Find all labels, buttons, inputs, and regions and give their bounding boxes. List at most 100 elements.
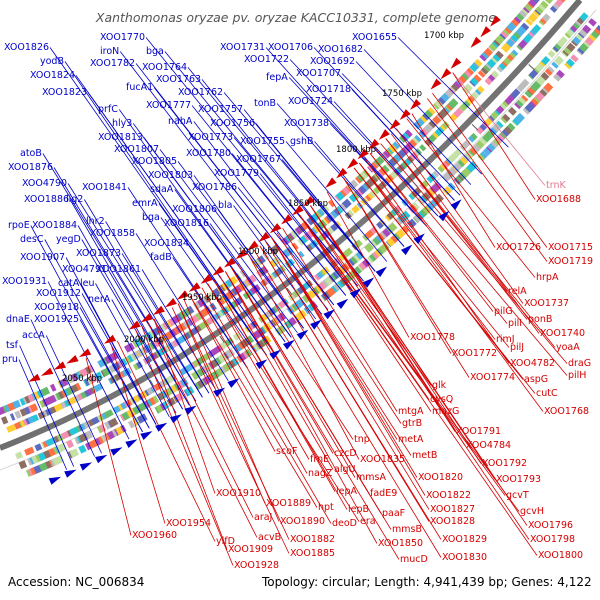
gene-label[interactable]: deoD: [332, 518, 357, 529]
gene-label[interactable]: XOO1773: [188, 132, 233, 143]
gene-label[interactable]: XOO1692: [310, 56, 355, 67]
gene-label[interactable]: XOO1782: [90, 58, 135, 69]
gene-label[interactable]: XOO1763: [156, 74, 201, 85]
gene-label[interactable]: ylfD: [216, 536, 235, 547]
gene-label[interactable]: nagZ: [308, 468, 333, 479]
gene-label[interactable]: XOO4782: [510, 358, 555, 369]
gene-label[interactable]: glk: [432, 380, 447, 391]
gene-label[interactable]: XOO4791: [62, 264, 107, 275]
gene-label[interactable]: trnK: [546, 180, 566, 191]
gene-label[interactable]: XOO1762: [178, 87, 223, 98]
gene-label[interactable]: yodB: [40, 56, 64, 67]
gene-label[interactable]: XOO1822: [426, 490, 471, 501]
gene-label[interactable]: paaF: [382, 508, 405, 519]
gene-label[interactable]: sdaA: [150, 184, 174, 195]
gene-label[interactable]: XOO1655: [352, 32, 397, 43]
gene-label[interactable]: XOO1780: [186, 148, 231, 159]
gene-label[interactable]: XOO1793: [496, 474, 541, 485]
gene-label[interactable]: XOO1682: [318, 44, 363, 55]
gene-label[interactable]: XOO1737: [524, 298, 569, 309]
gene-label[interactable]: XOO1764: [142, 62, 187, 73]
gene-label[interactable]: mtgA: [398, 406, 424, 417]
gene-label[interactable]: XOO1907: [20, 252, 65, 263]
gene-label[interactable]: XOO1768: [544, 406, 589, 417]
gene-label[interactable]: XOO1827: [430, 504, 475, 515]
gene-label[interactable]: XOO1885: [290, 548, 335, 559]
gene-label[interactable]: nahA: [168, 116, 193, 127]
gene-label[interactable]: gcvH: [520, 506, 544, 517]
gene-label[interactable]: XOO4790: [22, 178, 67, 189]
gene-label[interactable]: czcD: [334, 448, 357, 459]
gene-label[interactable]: XOO1882: [290, 534, 335, 545]
gene-label[interactable]: XOO1861: [96, 264, 141, 275]
gene-label[interactable]: XOO1718: [306, 84, 351, 95]
gene-label[interactable]: XOO1778: [410, 332, 455, 343]
gene-label[interactable]: XOO1772: [452, 348, 497, 359]
gene-label[interactable]: XOO1715: [548, 242, 593, 253]
gene-label[interactable]: XOO1835: [360, 454, 405, 465]
gene-label[interactable]: cutC: [536, 388, 558, 399]
gene-label[interactable]: XOO1755: [240, 136, 285, 147]
gene-label[interactable]: bga: [142, 212, 160, 223]
gene-label[interactable]: pilG: [494, 306, 513, 317]
gene-label[interactable]: aspG: [524, 374, 548, 385]
gene-label[interactable]: frnE: [310, 454, 329, 465]
gene-label[interactable]: XOO1824: [30, 70, 75, 81]
gene-label[interactable]: atoB: [20, 148, 42, 159]
gene-label[interactable]: XOO1731: [220, 42, 265, 53]
gene-label[interactable]: XOO1876: [8, 162, 53, 173]
gene-label[interactable]: hrpA: [536, 272, 559, 283]
gene-label[interactable]: pilI: [508, 318, 522, 329]
gene-label[interactable]: XOO1719: [548, 256, 593, 267]
gene-label[interactable]: lepB: [348, 504, 369, 515]
gene-label[interactable]: XOO1823: [42, 87, 87, 98]
gene-label[interactable]: XOO1830: [442, 552, 487, 563]
gene-label[interactable]: XOO1722: [244, 54, 289, 65]
gene-label[interactable]: catA: [58, 278, 80, 289]
gene-label[interactable]: XOO1873: [76, 248, 121, 259]
gene-label[interactable]: XOO1756: [210, 118, 255, 129]
gene-label[interactable]: XOO1928: [234, 560, 279, 571]
gene-label[interactable]: bga: [146, 46, 164, 57]
gene-label[interactable]: XOO1806: [172, 204, 217, 215]
gene-label[interactable]: XOO1791: [456, 426, 501, 437]
gene-label[interactable]: leu: [80, 278, 95, 289]
gene-label[interactable]: nerA: [88, 294, 111, 305]
gene-label[interactable]: XOO1792: [482, 458, 527, 469]
gene-label[interactable]: pilH: [568, 370, 586, 381]
gene-label[interactable]: XOO1767: [236, 154, 281, 165]
gene-label[interactable]: era: [360, 516, 376, 527]
gene-label[interactable]: tsf: [6, 340, 19, 351]
gene-label[interactable]: hly3: [112, 118, 132, 129]
gene-label[interactable]: XOO1805: [132, 156, 177, 167]
gene-label[interactable]: XOO1841: [82, 182, 127, 193]
gene-label[interactable]: XOO4784: [466, 440, 511, 451]
gene-label[interactable]: XOO1912: [36, 288, 81, 299]
gene-label[interactable]: XOO1738: [284, 118, 329, 129]
gene-label[interactable]: XOO1918: [34, 302, 79, 313]
gene-label[interactable]: XOO1757: [198, 104, 243, 115]
gene-label[interactable]: mazG: [432, 406, 459, 417]
gene-label[interactable]: XOO1803: [148, 170, 193, 181]
gene-label[interactable]: fepA: [266, 72, 288, 83]
gene-label[interactable]: iroN: [100, 46, 119, 57]
gene-label[interactable]: desC: [20, 234, 44, 245]
gene-label[interactable]: XOO1826: [4, 42, 49, 53]
gene-label[interactable]: XOO1807: [114, 144, 159, 155]
gene-label[interactable]: tnp: [354, 434, 370, 445]
gene-label[interactable]: draG: [568, 358, 591, 369]
gene-label[interactable]: XOO1910: [216, 488, 261, 499]
gene-label[interactable]: bla: [218, 200, 233, 211]
gene-label[interactable]: XOO1890: [280, 516, 325, 527]
gene-label[interactable]: accA: [22, 330, 45, 341]
gene-label[interactable]: lepA: [336, 486, 358, 497]
gene-label[interactable]: XOO1706: [268, 42, 313, 53]
gene-label[interactable]: XOO1800: [538, 550, 583, 561]
gene-label[interactable]: rpoE: [8, 220, 30, 231]
gene-label[interactable]: dnaE: [6, 314, 30, 325]
gene-label[interactable]: XOO1779: [214, 168, 259, 179]
gene-label[interactable]: gcvT: [506, 490, 529, 501]
gene-label[interactable]: relA: [508, 286, 527, 297]
gene-label[interactable]: XOO1786: [192, 182, 237, 193]
gene-label[interactable]: XOO1798: [530, 534, 575, 545]
